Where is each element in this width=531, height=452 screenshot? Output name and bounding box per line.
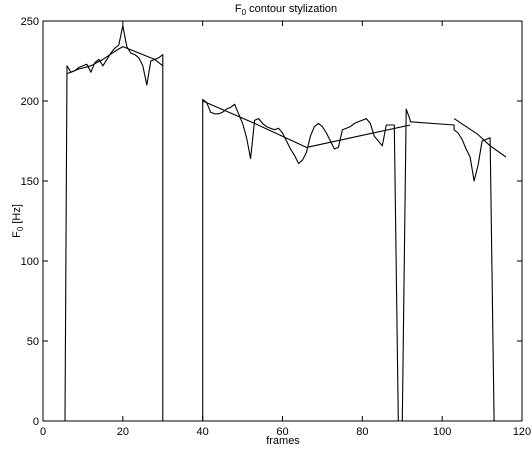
series-lines: [43, 25, 522, 422]
x-tick-label: 40: [197, 426, 209, 438]
y-tick-label: 50: [27, 336, 39, 348]
f0-contour-line: [43, 25, 522, 422]
x-tick-label: 120: [513, 426, 531, 438]
y-tick-label: 0: [33, 416, 39, 428]
stylized-segment-line: [202, 100, 411, 148]
x-tick-label: 80: [356, 426, 368, 438]
stylized-segment-line: [66, 46, 164, 75]
y-tick-label: 250: [21, 16, 39, 28]
y-axis-label: F0 [Hz]: [11, 204, 25, 238]
chart-title: F0 contour stylization: [235, 3, 337, 17]
y-tick-label: 200: [21, 96, 39, 108]
x-tick-label: 100: [433, 426, 451, 438]
axis-ticks: 0 20 40 60 80 100 120 0 50 100 150 200 250: [21, 16, 531, 438]
y-tick-label: 150: [21, 176, 39, 188]
y-tick-label: 100: [21, 256, 39, 268]
x-tick-label: 20: [117, 426, 129, 438]
x-tick-label: 0: [40, 426, 46, 438]
x-axis-label: frames: [266, 435, 300, 447]
plot-area: [42, 20, 523, 422]
x-tick-label: 60: [276, 426, 288, 438]
stylized-segment-line: [453, 118, 507, 158]
